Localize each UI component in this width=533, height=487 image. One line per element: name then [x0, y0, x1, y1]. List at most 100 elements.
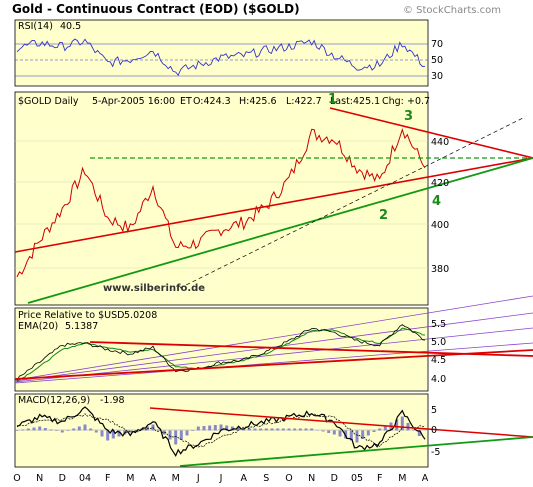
macd-hist-bar	[383, 425, 387, 431]
macd-hist-bar	[338, 430, 342, 437]
x-axis-label: A	[150, 473, 157, 484]
price-gridlines	[15, 140, 428, 269]
x-axis: O N D 04 F M A M J J A S O N D 05 F M A	[13, 473, 428, 484]
macd-value: -1.98	[100, 395, 125, 406]
macd-hist-bar	[106, 430, 110, 441]
macd-hist-bar	[179, 430, 183, 440]
macd-histogram	[15, 416, 421, 445]
macd-tick-0: 0	[431, 425, 437, 436]
ema-line	[16, 327, 426, 383]
x-axis-label: A	[422, 473, 429, 484]
macd-hist-bar	[43, 428, 47, 431]
rsi-panel: RSI(14) 40.5 70 50 30	[14, 19, 443, 87]
macd-hist-bar	[270, 428, 274, 431]
wave-label-2: 2	[379, 208, 388, 223]
ema-value: 5.1387	[65, 321, 98, 332]
macd-hist-bar	[94, 430, 98, 433]
red-resistance-trendline	[329, 107, 533, 159]
price-line	[16, 128, 426, 278]
price-chg-label: Chg:	[382, 96, 404, 107]
x-axis-label: 05	[351, 473, 363, 484]
price-timezone: ET	[180, 96, 192, 107]
price-low: L:422.7	[286, 96, 322, 107]
rsi-line	[16, 38, 426, 77]
relative-tick-4.5: 4.5	[431, 355, 446, 366]
macd-hist-bar	[196, 426, 200, 431]
macd-hist-bar	[259, 428, 263, 431]
watermark: www.silberinfo.de	[103, 283, 205, 294]
rsi-label: RSI(14)	[18, 21, 53, 32]
x-axis-label: 04	[79, 473, 91, 484]
macd-hist-bar	[134, 430, 138, 431]
x-axis-label: M	[398, 473, 406, 484]
price-tick-440: 440	[431, 137, 449, 148]
macd-hist-bar	[26, 428, 30, 431]
relative-tick-5.0: 5.0	[431, 337, 446, 348]
x-axis-label: D	[331, 473, 338, 484]
relative-value: 5.0208	[124, 310, 157, 321]
x-axis-label: N	[36, 473, 43, 484]
x-axis-label: M	[126, 473, 134, 484]
macd-hist-bar	[128, 430, 132, 433]
ema-label: EMA(20)	[18, 321, 58, 332]
macd-hist-bar	[395, 419, 399, 431]
macd-label: MACD(12,26,9)	[18, 395, 90, 406]
macd-green-support	[179, 436, 533, 467]
macd-hist-bar	[293, 428, 297, 431]
macd-hist-bar	[310, 428, 314, 431]
macd-hist-bar	[38, 426, 42, 431]
relative-tick-5.5: 5.5	[431, 319, 446, 330]
x-axis-label: N	[308, 473, 315, 484]
macd-hist-bar	[264, 428, 268, 431]
black-dashed-channel	[179, 116, 526, 289]
rsi-value: 40.5	[60, 21, 81, 32]
macd-hist-bar	[400, 416, 404, 431]
price-tick-400: 400	[431, 220, 449, 231]
macd-hist-bar	[298, 428, 302, 431]
macd-hist-bar	[372, 430, 376, 432]
macd-hist-bar	[49, 429, 53, 431]
macd-hist-bar	[304, 428, 308, 431]
red-support-trendline	[14, 157, 533, 253]
macd-hist-bar	[83, 424, 87, 431]
price-high: H:425.6	[239, 96, 277, 107]
rsi-panel-frame	[14, 19, 429, 87]
wave-label-1: 1	[328, 92, 337, 107]
macd-hist-bar	[174, 430, 178, 445]
chart-title: Gold - Continuous Contract (EOD) ($GOLD)	[12, 2, 300, 16]
price-open: O:424.3	[193, 96, 231, 107]
x-axis-label: J	[219, 473, 223, 484]
macd-hist-bar	[202, 426, 206, 431]
macd-hist-bar	[185, 430, 189, 436]
price-panel: $GOLD Daily 5-Apr-2005 16:00 ET O:424.3 …	[14, 91, 533, 306]
x-axis-label: F	[377, 473, 382, 484]
macd-hist-bar	[72, 428, 76, 431]
macd-hist-bar	[355, 430, 359, 443]
green-support-trendline	[27, 157, 533, 304]
macd-hist-bar	[60, 430, 64, 433]
relative-line	[16, 324, 426, 381]
macd-hist-bar	[15, 430, 19, 431]
price-chg: +0.7	[407, 96, 430, 107]
macd-line	[16, 406, 426, 457]
macd-hist-bar	[208, 425, 212, 431]
macd-hist-bar	[253, 428, 257, 431]
macd-hist-bar	[77, 426, 81, 431]
x-axis-label: F	[105, 473, 110, 484]
price-panel-frame	[14, 91, 429, 306]
macd-signal-line	[16, 413, 426, 448]
rsi-tick-70: 70	[431, 39, 443, 50]
macd-hist-bar	[321, 430, 325, 432]
macd-hist-bar	[406, 423, 410, 431]
macd-hist-bar	[349, 430, 353, 441]
macd-panel: MACD(12,26,9) -1.98 5 0 -5	[14, 393, 533, 468]
macd-hist-bar	[117, 430, 121, 437]
x-axis-label: S	[263, 473, 269, 484]
relative-tick-4.0: 4.0	[431, 374, 446, 385]
macd-hist-bar	[281, 428, 285, 431]
rsi-tick-30: 30	[431, 71, 443, 82]
relative-label: Price Relative to $USD	[18, 310, 124, 321]
relative-panel: Price Relative to $USD 5.0208 EMA(20) 5.…	[14, 295, 533, 392]
x-axis-label: D	[59, 473, 66, 484]
